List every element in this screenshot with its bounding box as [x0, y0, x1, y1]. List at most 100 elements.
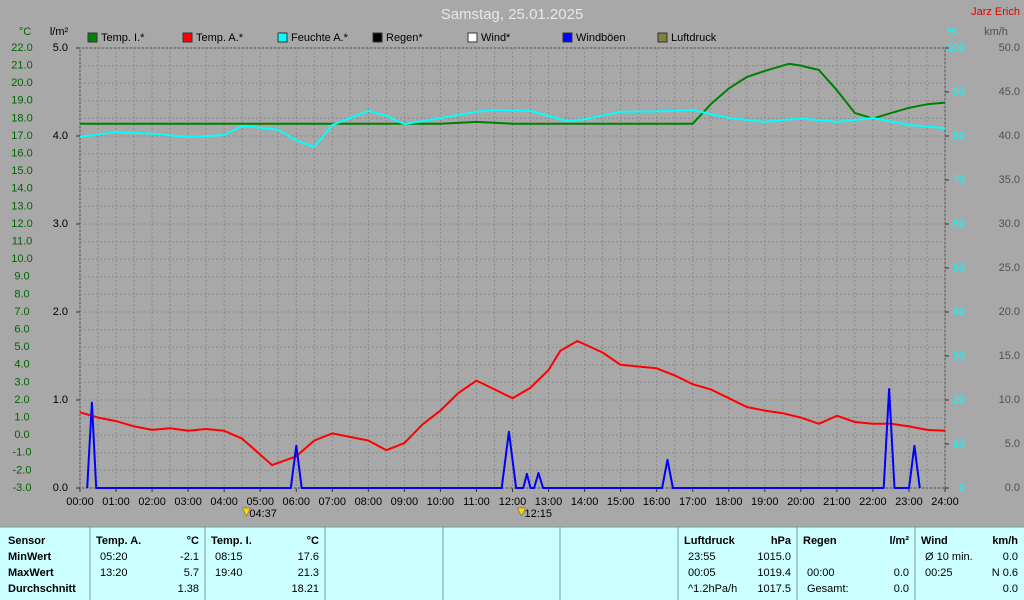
- y-tick-label: 9.0: [14, 271, 29, 283]
- y4ticks-label: 0.0: [1005, 482, 1020, 494]
- y-tick-label: 22.0: [11, 42, 32, 54]
- x-tick-label: 18:00: [715, 496, 743, 508]
- table-header: hPa: [771, 535, 792, 547]
- x-tick-label: 21:00: [823, 496, 851, 508]
- table-cell: 13:20: [100, 567, 128, 579]
- y-tick-label: 6.0: [14, 324, 29, 336]
- y3ticks-label: 50: [953, 262, 965, 274]
- y4ticks-label: 10.0: [999, 394, 1020, 406]
- x-tick-label: 15:00: [607, 496, 635, 508]
- y-tick-label: 11.0: [12, 236, 33, 248]
- y3ticks-label: 70: [953, 174, 965, 186]
- y-tick-label: 5.0: [14, 341, 29, 353]
- y-tick-label: 1.0: [14, 412, 29, 424]
- legend-label: Wind*: [481, 32, 511, 44]
- table-header: °C: [307, 535, 319, 547]
- y4ticks-label: 20.0: [999, 306, 1020, 318]
- x-tick-label: 05:00: [246, 496, 274, 508]
- x-tick-label: 11:00: [463, 496, 490, 508]
- legend-label: Luftdruck: [671, 32, 717, 44]
- y-tick-label: 12.0: [11, 218, 32, 230]
- y2ticks-label: 5.0: [53, 42, 68, 54]
- y4ticks-label: 15.0: [999, 350, 1020, 362]
- legend-label: Feuchte A.*: [291, 32, 349, 44]
- table-header: km/h: [992, 535, 1018, 547]
- x-tick-label: 23:00: [895, 496, 923, 508]
- y-tick-label: 17.0: [11, 130, 32, 142]
- x-tick-label: 00:00: [66, 496, 94, 508]
- table-row-label: MaxWert: [8, 567, 54, 579]
- y-tick-label: 21.0: [11, 60, 32, 72]
- y-tick-label: 3.0: [14, 376, 29, 388]
- y-tick-label: 4.0: [14, 359, 29, 371]
- table-cell: 0.0: [1003, 551, 1018, 563]
- series-line: [79, 109, 946, 148]
- y2ticks-label: 1.0: [53, 394, 68, 406]
- table-cell: 00:00: [807, 567, 835, 579]
- table-cell: Ø 10 min.: [925, 551, 973, 563]
- x-tick-label: 16:00: [643, 496, 671, 508]
- x-tick-label: 02:00: [138, 496, 166, 508]
- table-cell: 0.0: [894, 583, 909, 595]
- x-tick-label: 13:00: [535, 496, 563, 508]
- y4ticks-label: 30.0: [999, 218, 1020, 230]
- legend-swatch: [657, 32, 668, 43]
- y3ticks-label: 0: [959, 482, 965, 494]
- annotation-label: 12:15: [525, 508, 553, 520]
- table-cell: ^1.2hPa/h: [688, 583, 737, 595]
- table-header: Regen: [803, 535, 837, 547]
- legend-label: Temp. I.*: [101, 32, 145, 44]
- x-tick-label: 01:00: [102, 496, 130, 508]
- table-cell: 23:55: [688, 551, 716, 563]
- table-header: Temp. A.: [96, 535, 141, 547]
- y4ticks-label: 50.0: [999, 42, 1020, 54]
- table-cell: 0.0: [1003, 583, 1018, 595]
- table-cell: 5.7: [184, 567, 199, 579]
- annotation-icon: [517, 507, 526, 517]
- table-header: Temp. I.: [211, 535, 252, 547]
- table-bg: [0, 527, 1024, 600]
- legend-swatch: [467, 32, 478, 43]
- table-header: Wind: [921, 535, 948, 547]
- x-tick-label: 22:00: [859, 496, 887, 508]
- x-tick-label: 19:00: [751, 496, 779, 508]
- legend-swatch: [562, 32, 573, 43]
- y-tick-label: -1.0: [13, 447, 32, 459]
- annotation-label: 04:37: [249, 508, 277, 520]
- x-tick-label: 14:00: [571, 496, 599, 508]
- y-tick-label: 13.0: [11, 200, 32, 212]
- author: Jarz Erich: [971, 6, 1020, 18]
- y2ticks-label: 2.0: [53, 306, 68, 318]
- table-cell: 00:25: [925, 567, 953, 579]
- y-unit: °C: [19, 26, 31, 38]
- chart-title: Samstag, 25.01.2025: [441, 6, 584, 23]
- table-cell: 00:05: [688, 567, 716, 579]
- legend-swatch: [182, 32, 193, 43]
- x-tick-label: 04:00: [210, 496, 238, 508]
- y3ticks-label: 20: [953, 394, 965, 406]
- table-header: Sensor: [8, 535, 46, 547]
- y4ticks-label: 35.0: [999, 174, 1020, 186]
- y-tick-label: 10.0: [11, 253, 32, 265]
- y-tick-label: -2.0: [13, 464, 32, 476]
- table-header: °C: [187, 535, 199, 547]
- x-tick-label: 17:00: [679, 496, 707, 508]
- annotation-icon: [241, 507, 251, 517]
- y2ticks-label: 0.0: [53, 482, 68, 494]
- table-cell: 1019.4: [757, 567, 791, 579]
- y-tick-label: 7.0: [14, 306, 29, 318]
- legend-swatch: [87, 32, 98, 43]
- y2ticks-label: 3.0: [53, 218, 68, 230]
- y-tick-label: 18.0: [11, 112, 32, 124]
- table-cell: 18.21: [291, 583, 319, 595]
- y-tick-label: -3.0: [13, 482, 32, 494]
- table-cell: Gesamt:: [807, 583, 849, 595]
- table-row-label: MinWert: [8, 551, 52, 563]
- table-cell: 08:15: [215, 551, 243, 563]
- y-tick-label: 8.0: [14, 288, 29, 300]
- y4-unit: km/h: [984, 26, 1008, 38]
- table-cell: -2.1: [180, 551, 199, 563]
- y2-unit: l/m²: [50, 26, 69, 38]
